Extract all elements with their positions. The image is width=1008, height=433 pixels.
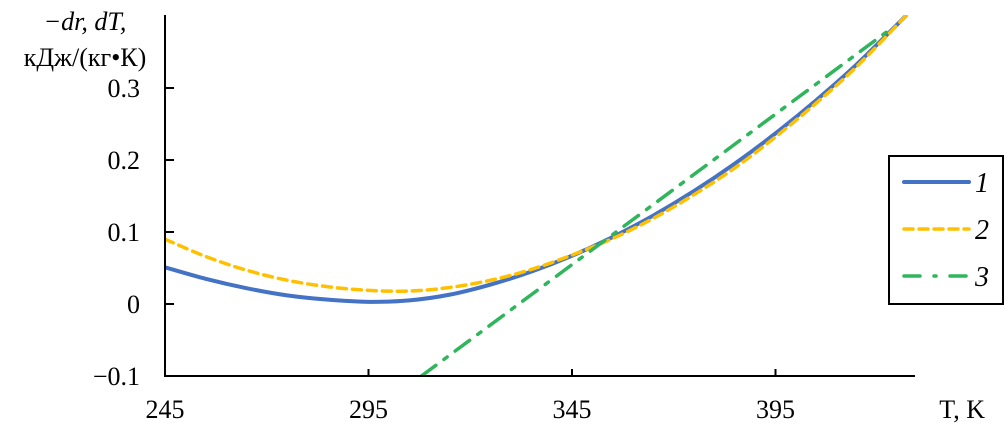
x-tick-label: 395 [756, 395, 795, 424]
ticks: 245 295 345 395 −0.1 0 0.1 0.2 0.3 [93, 74, 795, 424]
y-tick-label: 0.1 [108, 218, 141, 247]
y-axis-label-line2: кДж/(кг•К) [24, 43, 147, 72]
y-tick-label: 0 [127, 290, 140, 319]
series-1-line [165, 15, 908, 304]
x-tick-label: 295 [349, 395, 388, 424]
y-axis-label-line1: −dr, dT, [44, 7, 127, 36]
legend-label-3: 3 [974, 262, 989, 293]
x-tick-label: 245 [146, 395, 185, 424]
series-3-line [419, 25, 896, 376]
legend-label-1: 1 [975, 168, 989, 199]
y-tick-label: −0.1 [93, 362, 140, 391]
legend: 1 2 3 [888, 155, 1004, 305]
legend-label-2: 2 [975, 215, 989, 246]
plot-area [165, 15, 908, 376]
series-2-line [165, 15, 908, 293]
x-axis-label: T, K [939, 395, 985, 424]
y-tick-label: 0.2 [108, 146, 141, 175]
y-tick-label: 0.3 [108, 74, 141, 103]
x-tick-label: 345 [553, 395, 592, 424]
